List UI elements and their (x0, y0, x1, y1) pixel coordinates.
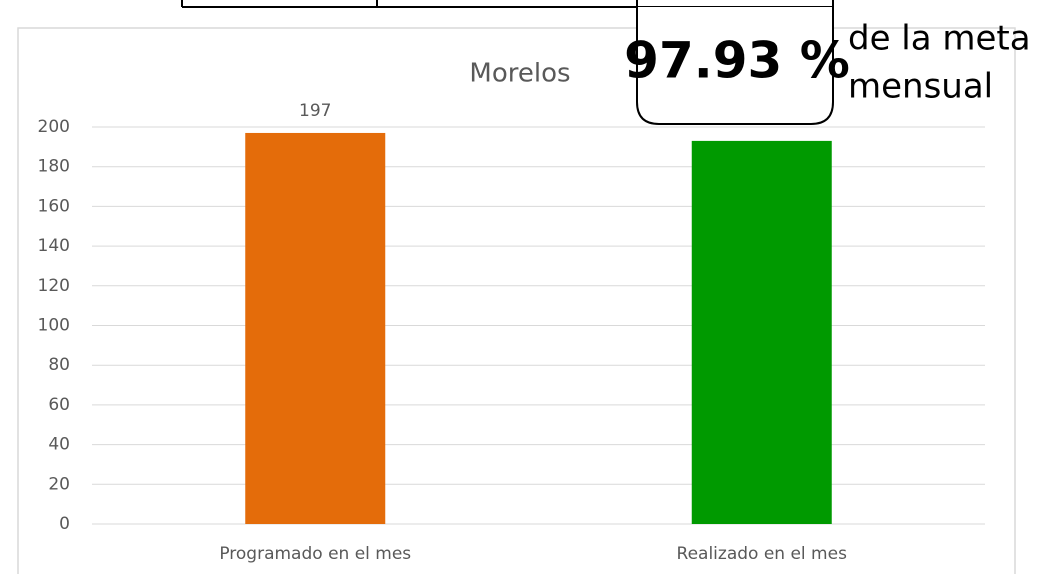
y-tick-label: 0 (59, 514, 70, 534)
bar (691, 140, 832, 524)
table-fragment (181, 0, 834, 8)
plot: 0 20 40 60 80 100 120 140 160 180 200 Programado en… (38, 101, 985, 564)
y-tick-label: 160 (38, 196, 70, 216)
y-tick-label: 40 (48, 435, 70, 455)
callout-box (636, 7, 834, 125)
y-tick-label: 180 (38, 157, 70, 177)
y-tick-label: 140 (38, 236, 70, 256)
chart-title: Morelos (469, 59, 570, 89)
chart-frame (17, 27, 1016, 574)
y-tick-label: 80 (48, 355, 70, 375)
data-label: 197 (299, 101, 331, 121)
y-tick-label: 120 (38, 276, 70, 296)
x-tick-label: Programado en el mes (219, 544, 411, 564)
y-tick-label: 100 (38, 316, 70, 336)
callout-text: mensual (848, 67, 993, 107)
y-tick-label: 60 (48, 395, 70, 415)
y-tick-label: 200 (38, 117, 70, 137)
callout-text: de la meta (848, 19, 1031, 59)
x-tick-label: Realizado en el mes (677, 544, 848, 564)
y-tick-label: 20 (48, 474, 70, 494)
bar (245, 132, 386, 524)
callout-value: 97.93 % (624, 32, 850, 90)
